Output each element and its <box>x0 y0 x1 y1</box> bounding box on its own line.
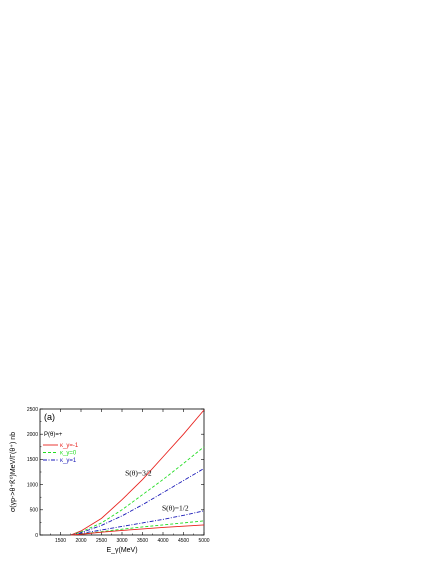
y-tick-label: 2000 <box>27 432 38 438</box>
x-tick-label: 2000 <box>75 538 86 544</box>
x-tick-label: 2500 <box>96 538 107 544</box>
series-line-2 <box>70 446 205 536</box>
x-tick-label: 1500 <box>55 538 66 544</box>
annotation-1: S(θ)=3/2 <box>125 469 152 478</box>
series-line-5 <box>70 520 205 536</box>
annotation-2: S(θ)=1/2 <box>162 503 189 512</box>
x-axis-title: E_γ(MeV) <box>106 547 137 554</box>
y-tick-label: 500 <box>30 508 39 514</box>
x-tick-label: 3000 <box>116 538 127 544</box>
x-tick-label: 4000 <box>157 538 168 544</box>
x-tick-label: 3500 <box>137 538 148 544</box>
legend-entry-label: κ_y=1 <box>60 458 77 464</box>
legend-title: P(θ)=+ <box>44 432 63 438</box>
y-tick-label: 0 <box>35 533 38 539</box>
y-axis-title: σ(γp->θ⁺K̄⁰)MeV/Γ(θ⁺) nb <box>9 432 17 512</box>
plot-area: 1500 2000 2500 3000 3500 4000 4500 5000 0 500 1000… <box>9 407 210 554</box>
y-tick-label: 1500 <box>27 457 38 463</box>
y-tick-label: 1000 <box>27 482 38 488</box>
x-tick-label: 5000 <box>198 538 209 544</box>
series-line-4 <box>70 510 205 536</box>
y-tick-label: 2500 <box>27 407 38 413</box>
series-line-6 <box>70 524 205 536</box>
panel-label: (a) <box>44 412 55 422</box>
series-line-3 <box>70 468 205 536</box>
series-line-1 <box>70 409 205 536</box>
legend-entry-label: κ_y=0 <box>60 451 77 457</box>
legend-entry-label: κ_y=-1 <box>60 443 79 449</box>
x-tick-label: 4500 <box>178 538 189 544</box>
